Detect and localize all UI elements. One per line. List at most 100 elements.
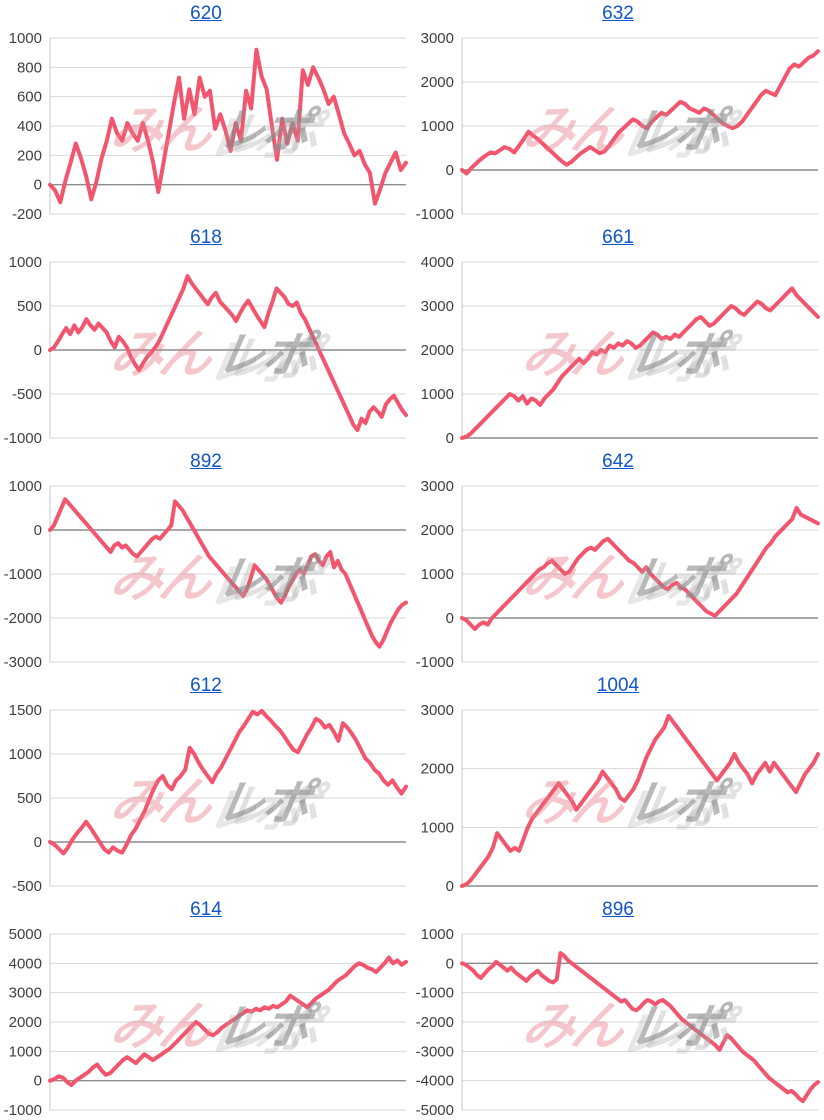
y-tick-label: 800 — [17, 59, 42, 76]
line-chart-svg: 3000 2000 1000 0 -1000 — [416, 478, 820, 670]
y-tick-label: 3000 — [421, 478, 454, 495]
y-tick-label: -1000 — [416, 985, 454, 1002]
chart-area: 1000 800 600 400 200 0 -200 みん レポ — [0, 28, 412, 222]
y-tick-label: 3000 — [9, 985, 42, 1002]
y-tick-label: 2000 — [421, 342, 454, 359]
line-chart-svg: 3000 2000 1000 0 -1000 — [416, 30, 820, 222]
y-tick-label: 1000 — [9, 30, 42, 47]
line-chart-svg: 3000 2000 1000 0 — [421, 702, 820, 894]
y-tick-label: -500 — [12, 878, 42, 894]
y-tick-label: 0 — [34, 522, 42, 539]
chart-title-link[interactable]: 618 — [190, 227, 222, 248]
y-tick-label: 0 — [34, 177, 42, 194]
y-tick-label: -1000 — [4, 1102, 42, 1118]
y-tick-label: -5000 — [416, 1102, 454, 1118]
y-tick-label: -4000 — [416, 1073, 454, 1090]
chart-area: 5000 4000 3000 2000 1000 0 -1000 みん レポ — [0, 924, 412, 1118]
y-tick-label: 3000 — [421, 30, 454, 47]
y-tick-label: 2000 — [421, 74, 454, 91]
chart-cell: 620 1000 800 600 400 200 0 -200 みん レポ — [0, 0, 412, 224]
chart-title-row: 612 — [0, 674, 412, 700]
y-tick-label: 4000 — [421, 254, 454, 271]
chart-area: 4000 3000 2000 1000 0 みん レポ — [412, 252, 824, 446]
chart-title-row: 896 — [412, 898, 824, 924]
line-chart-svg: 1000 800 600 400 200 0 -200 — [9, 30, 408, 222]
chart-cell: 892 1000 0 -1000 -2000 -3000 みん レポ — [0, 448, 412, 672]
y-tick-label: 0 — [446, 430, 454, 446]
chart-title-link[interactable]: 642 — [602, 451, 634, 472]
y-tick-label: 400 — [17, 118, 42, 135]
chart-cell: 896 1000 0 -1000 -2000 -3000 -4000 -5000 みん レポ — [412, 896, 824, 1120]
series-line — [460, 951, 820, 1104]
y-tick-label: 5000 — [9, 926, 42, 943]
chart-area: 1000 0 -1000 -2000 -3000 -4000 -5000 みん レポ — [412, 924, 824, 1118]
chart-title-row: 892 — [0, 450, 412, 476]
y-tick-label: -3000 — [4, 654, 42, 670]
chart-area: 1000 500 0 -500 -1000 みん レポ — [0, 252, 412, 446]
chart-title-row: 620 — [0, 2, 412, 28]
y-tick-label: 1000 — [9, 746, 42, 763]
y-tick-label: 0 — [34, 834, 42, 851]
chart-area: 3000 2000 1000 0 -1000 みん レポ — [412, 28, 824, 222]
y-tick-label: 3000 — [421, 298, 454, 315]
y-tick-label: -1000 — [4, 566, 42, 583]
chart-title-row: 661 — [412, 226, 824, 252]
chart-cell: 614 5000 4000 3000 2000 1000 0 -1000 みん レポ — [0, 896, 412, 1120]
chart-cell: 661 4000 3000 2000 1000 0 みん レポ — [412, 224, 824, 448]
series-line — [48, 708, 408, 856]
chart-title-link[interactable]: 632 — [602, 3, 634, 24]
series-line — [460, 49, 820, 176]
y-tick-label: -2000 — [416, 1014, 454, 1031]
series-line — [460, 713, 820, 888]
y-tick-label: 1000 — [9, 254, 42, 271]
y-tick-label: 2000 — [421, 522, 454, 539]
series-line — [48, 47, 408, 206]
y-tick-label: -1000 — [416, 206, 454, 222]
y-tick-label: 4000 — [9, 955, 42, 972]
y-tick-label: 200 — [17, 147, 42, 164]
y-tick-label: 1000 — [421, 386, 454, 403]
y-tick-label: -200 — [12, 206, 42, 222]
chart-title-link[interactable]: 612 — [190, 675, 222, 696]
line-chart-svg: 1500 1000 500 0 -500 — [9, 702, 408, 894]
y-tick-label: 1000 — [9, 478, 42, 495]
y-tick-label: -3000 — [416, 1043, 454, 1060]
chart-cell: 1004 3000 2000 1000 0 みん レポ — [412, 672, 824, 896]
y-tick-label: 2000 — [421, 761, 454, 778]
y-tick-label: -1000 — [416, 654, 454, 670]
line-chart-svg: 1000 500 0 -500 -1000 — [4, 254, 408, 446]
chart-title-link[interactable]: 892 — [190, 451, 222, 472]
chart-area: 3000 2000 1000 0 みん レポ — [412, 700, 824, 894]
series-line — [460, 506, 820, 631]
y-tick-label: 0 — [34, 342, 42, 359]
chart-title-link[interactable]: 896 — [602, 899, 634, 920]
y-tick-label: -1000 — [4, 430, 42, 446]
y-tick-label: 0 — [446, 610, 454, 627]
y-tick-label: 0 — [446, 955, 454, 972]
y-tick-label: 0 — [446, 878, 454, 894]
chart-cell: 618 1000 500 0 -500 -1000 みん レポ — [0, 224, 412, 448]
chart-title-link[interactable]: 1004 — [596, 675, 640, 696]
y-tick-label: 3000 — [421, 702, 454, 719]
chart-area: 3000 2000 1000 0 -1000 みん レポ — [412, 476, 824, 670]
line-chart-svg: 1000 0 -1000 -2000 -3000 -4000 -5000 — [416, 926, 820, 1118]
chart-title-row: 1004 — [412, 674, 824, 700]
chart-title-link[interactable]: 614 — [190, 899, 222, 920]
y-tick-label: 1000 — [421, 566, 454, 583]
line-chart-svg: 4000 3000 2000 1000 0 — [421, 254, 820, 446]
chart-area: 1000 0 -1000 -2000 -3000 みん レポ — [0, 476, 412, 670]
y-tick-label: 500 — [17, 790, 42, 807]
line-chart-svg: 5000 4000 3000 2000 1000 0 -1000 — [4, 926, 408, 1118]
y-tick-label: 2000 — [9, 1014, 42, 1031]
y-tick-label: 1000 — [421, 819, 454, 836]
chart-title-link[interactable]: 620 — [190, 3, 222, 24]
y-tick-label: 500 — [17, 298, 42, 315]
y-tick-label: 1000 — [421, 118, 454, 135]
line-chart-svg: 1000 0 -1000 -2000 -3000 — [4, 478, 408, 670]
chart-title-link[interactable]: 661 — [602, 227, 634, 248]
chart-cell: 632 3000 2000 1000 0 -1000 みん レポ — [412, 0, 824, 224]
chart-title-row: 632 — [412, 2, 824, 28]
y-tick-label: -500 — [12, 386, 42, 403]
y-tick-label: 600 — [17, 89, 42, 106]
